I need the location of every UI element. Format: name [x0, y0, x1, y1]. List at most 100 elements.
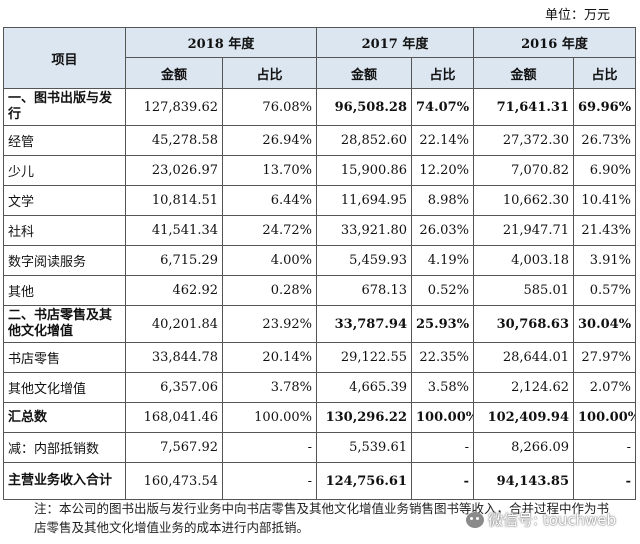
cell-ratio-2017: 26.03%: [411, 215, 474, 246]
cell-ratio-2017: 22.14%: [411, 125, 474, 156]
cell-amount-2018: 40,201.84: [125, 305, 223, 343]
cell-ratio-2017: 22.35%: [411, 342, 474, 373]
cell-amount-2016: 94,143.85: [473, 462, 574, 500]
cell-amount-2017: 130,296.22: [316, 402, 412, 433]
header-year-2018: 2018 年度: [125, 27, 317, 58]
cell-amount-2017: 33,921.80: [316, 215, 412, 246]
table-row: 其他 462.92 0.28% 678.13 0.52% 585.01 0.57…: [3, 275, 636, 306]
watermark-text: 微信号: touchweb: [488, 511, 617, 529]
cell-ratio-2018: 76.08%: [222, 88, 317, 126]
cell-ratio-2017: 4.19%: [411, 245, 474, 276]
row-label: 数字阅读服务: [3, 245, 126, 276]
cell-amount-2017: 33,787.94: [316, 305, 412, 343]
table-row: 经管 45,278.58 26.94% 28,852.60 22.14% 27,…: [3, 125, 636, 156]
cell-ratio-2017: -: [411, 462, 474, 500]
cell-ratio-2016: -: [573, 432, 636, 463]
header-year-2017: 2017 年度: [316, 27, 474, 58]
row-label: 二、书店零售及其他文化增值: [3, 305, 126, 343]
cell-ratio-2018: 13.70%: [222, 155, 317, 186]
cell-amount-2018: 33,844.78: [125, 342, 223, 373]
cell-amount-2016: 2,124.62: [473, 372, 574, 403]
cell-ratio-2018: 23.92%: [222, 305, 317, 343]
row-label: 书店零售: [3, 342, 126, 373]
cell-ratio-2018: 26.94%: [222, 125, 317, 156]
header-item: 项目: [3, 27, 126, 89]
cell-ratio-2016: 0.57%: [573, 275, 636, 306]
cell-amount-2016: 7,070.82: [473, 155, 574, 186]
row-label: 文学: [3, 185, 126, 216]
cell-ratio-2017: 74.07%: [411, 88, 474, 126]
cell-amount-2017: 29,122.55: [316, 342, 412, 373]
cell-amount-2016: 30,768.63: [473, 305, 574, 343]
wechat-icon: [466, 511, 484, 528]
header-ratio: 占比: [573, 57, 636, 89]
table-row: 数字阅读服务 6,715.29 4.00% 5,459.93 4.19% 4,0…: [3, 245, 636, 276]
cell-ratio-2018: -: [222, 462, 317, 500]
cell-ratio-2017: -: [411, 432, 474, 463]
table-row-grand-total: 主营业务收入合计 160,473.54 - 124,756.61 - 94,14…: [3, 462, 636, 500]
cell-amount-2016: 10,662.30: [473, 185, 574, 216]
cell-amount-2017: 28,852.60: [316, 125, 412, 156]
cell-ratio-2016: 69.96%: [573, 88, 636, 126]
cell-amount-2017: 11,694.95: [316, 185, 412, 216]
cell-amount-2018: 23,026.97: [125, 155, 223, 186]
cell-ratio-2016: 27.97%: [573, 342, 636, 373]
header-year-2016: 2016 年度: [473, 27, 636, 58]
watermark: 微信号: touchweb: [466, 509, 616, 530]
row-label: 其他: [3, 275, 126, 306]
cell-ratio-2017: 3.58%: [411, 372, 474, 403]
row-label: 汇总数: [3, 402, 126, 433]
row-label: 主营业务收入合计: [3, 462, 126, 500]
cell-amount-2017: 124,756.61: [316, 462, 412, 500]
cell-amount-2017: 678.13: [316, 275, 412, 306]
table-row: 文学 10,814.51 6.44% 11,694.95 8.98% 10,66…: [3, 185, 636, 216]
cell-ratio-2018: 100.00%: [222, 402, 317, 433]
cell-amount-2017: 5,459.93: [316, 245, 412, 276]
cell-ratio-2016: 6.90%: [573, 155, 636, 186]
cell-ratio-2016: 3.91%: [573, 245, 636, 276]
cell-amount-2016: 585.01: [473, 275, 574, 306]
cell-ratio-2018: 3.78%: [222, 372, 317, 403]
cell-ratio-2017: 0.52%: [411, 275, 474, 306]
cell-ratio-2016: 2.07%: [573, 372, 636, 403]
table-row: 社科 41,541.34 24.72% 33,921.80 26.03% 21,…: [3, 215, 636, 246]
cell-amount-2016: 27,372.30: [473, 125, 574, 156]
cell-ratio-2016: 21.43%: [573, 215, 636, 246]
cell-ratio-2018: 20.14%: [222, 342, 317, 373]
cell-amount-2016: 4,003.18: [473, 245, 574, 276]
table-row: 其他文化增值 6,357.06 3.78% 4,665.39 3.58% 2,1…: [3, 372, 636, 403]
cell-amount-2017: 96,508.28: [316, 88, 412, 126]
cell-amount-2016: 8,266.09: [473, 432, 574, 463]
cell-amount-2018: 168,041.46: [125, 402, 223, 433]
cell-amount-2018: 160,473.54: [125, 462, 223, 500]
header-amount: 金额: [125, 57, 223, 89]
header-amount: 金额: [473, 57, 574, 89]
cell-amount-2018: 41,541.34: [125, 215, 223, 246]
cell-amount-2016: 71,641.31: [473, 88, 574, 126]
cell-amount-2016: 28,644.01: [473, 342, 574, 373]
cell-ratio-2017: 100.00%: [411, 402, 474, 433]
row-label: 经管: [3, 125, 126, 156]
row-label: 减：内部抵销数: [3, 432, 126, 463]
header-ratio: 占比: [222, 57, 317, 89]
table-row: 书店零售 33,844.78 20.14% 29,122.55 22.35% 2…: [3, 342, 636, 373]
row-label: 少儿: [3, 155, 126, 186]
row-label: 社科: [3, 215, 126, 246]
cell-amount-2018: 7,567.92: [125, 432, 223, 463]
cell-amount-2017: 4,665.39: [316, 372, 412, 403]
table-row: 二、书店零售及其他文化增值 40,201.84 23.92% 33,787.94…: [3, 305, 636, 343]
cell-ratio-2016: 100.00%: [573, 402, 636, 433]
table-row: 少儿 23,026.97 13.70% 15,900.86 12.20% 7,0…: [3, 155, 636, 186]
table-row: 一、图书出版与发行 127,839.62 76.08% 96,508.28 74…: [3, 88, 636, 126]
cell-ratio-2016: 10.41%: [573, 185, 636, 216]
row-label: 一、图书出版与发行: [3, 88, 126, 126]
cell-ratio-2018: 0.28%: [222, 275, 317, 306]
header-row-metrics: 金额 占比 金额 占比 金额 占比: [4, 57, 636, 89]
unit-label: 单位：万元: [544, 8, 610, 23]
header-amount: 金额: [316, 57, 412, 89]
cell-amount-2018: 462.92: [125, 275, 223, 306]
cell-amount-2018: 6,715.29: [125, 245, 223, 276]
cell-ratio-2016: -: [573, 462, 636, 500]
cell-amount-2018: 45,278.58: [125, 125, 223, 156]
cell-amount-2018: 10,814.51: [125, 185, 223, 216]
